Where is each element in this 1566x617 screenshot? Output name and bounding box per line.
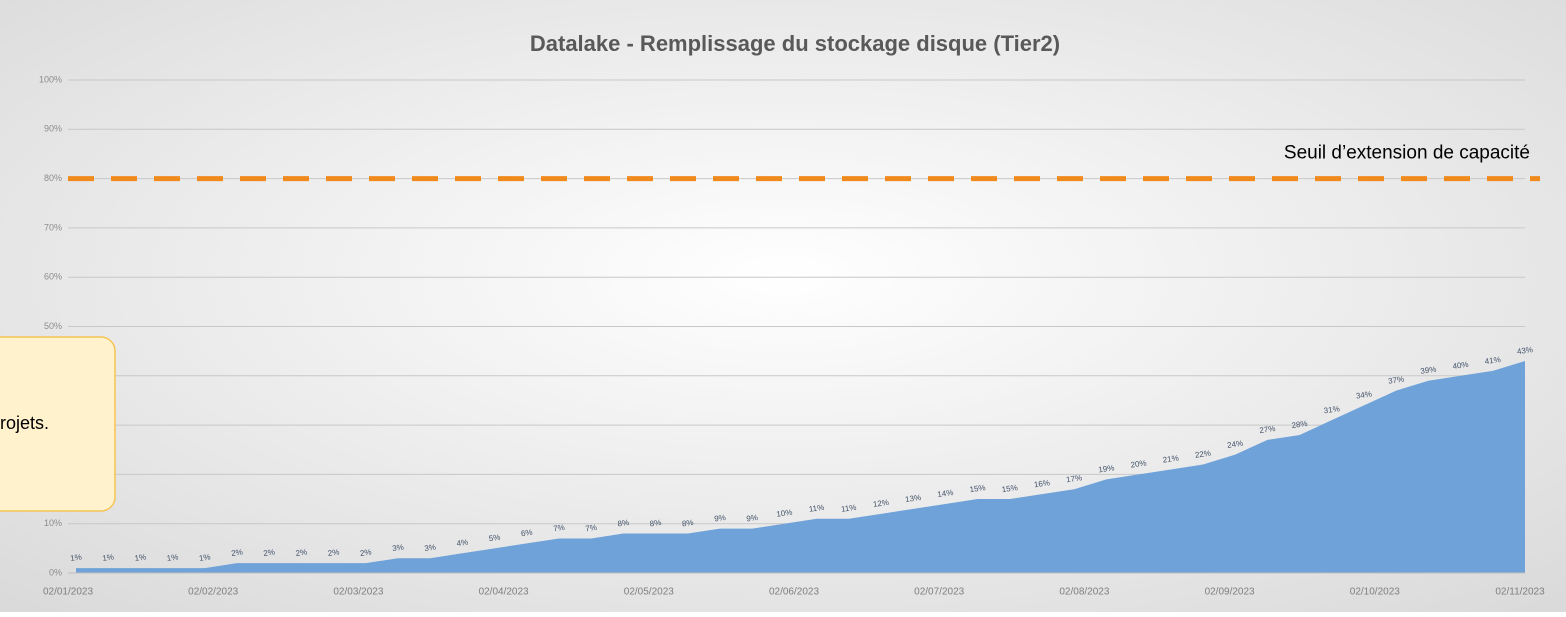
- data-label: 9%: [746, 513, 759, 524]
- data-label: 2%: [263, 547, 276, 558]
- data-label: 9%: [714, 513, 727, 524]
- data-label: 10%: [776, 508, 793, 519]
- data-label: 8%: [681, 518, 694, 529]
- data-label: 6%: [520, 528, 533, 539]
- y-tick-label: 70%: [44, 222, 62, 232]
- x-tick-label: 02/03/2023: [333, 587, 383, 598]
- data-label: 21%: [1162, 454, 1179, 465]
- data-label: 17%: [1066, 473, 1083, 484]
- data-label: 1%: [102, 552, 115, 563]
- data-label: 8%: [617, 518, 630, 529]
- data-label: 14%: [937, 488, 954, 499]
- y-tick-label: 100%: [39, 74, 62, 84]
- data-label: 37%: [1388, 375, 1405, 386]
- data-label: 24%: [1227, 439, 1244, 450]
- y-tick-label: 80%: [44, 173, 62, 183]
- x-tick-label: 02/11/2023: [1495, 587, 1545, 598]
- data-label: 2%: [327, 547, 340, 558]
- x-tick-label: 02/08/2023: [1059, 587, 1109, 598]
- data-label: 3%: [424, 543, 437, 554]
- x-tick-label: 02/02/2023: [188, 587, 238, 598]
- data-label: 7%: [553, 523, 566, 534]
- data-label: 2%: [295, 547, 308, 558]
- y-tick-label: 60%: [44, 272, 62, 282]
- data-label: 7%: [585, 523, 598, 534]
- data-label: 31%: [1323, 404, 1340, 415]
- data-label: 2%: [359, 547, 372, 558]
- data-label: 28%: [1291, 419, 1308, 430]
- data-label: 27%: [1259, 424, 1276, 435]
- data-label: 40%: [1452, 360, 1469, 371]
- data-label: 22%: [1194, 449, 1211, 460]
- data-label: 1%: [70, 552, 83, 563]
- data-label: 11%: [840, 503, 857, 514]
- data-label: 4%: [456, 538, 469, 549]
- data-label: 15%: [969, 483, 986, 494]
- data-label: 34%: [1355, 389, 1372, 400]
- y-tick-label: 50%: [44, 321, 62, 331]
- y-tick-label: 0%: [49, 567, 62, 577]
- x-tick-label: 02/09/2023: [1205, 587, 1255, 598]
- threshold-label: Seuil d’extension de capacité: [1284, 143, 1530, 164]
- data-label: 43%: [1516, 345, 1533, 356]
- data-label: 1%: [198, 552, 211, 563]
- y-tick-label: 10%: [44, 518, 62, 528]
- x-tick-label: 02/06/2023: [769, 587, 819, 598]
- data-label: 2%: [231, 547, 244, 558]
- x-tick-label: 02/04/2023: [479, 587, 529, 598]
- data-label: 11%: [808, 503, 825, 514]
- data-label: 13%: [905, 493, 922, 504]
- data-label: 5%: [488, 533, 501, 544]
- callout-text: rojets.: [0, 413, 49, 433]
- x-tick-label: 02/07/2023: [914, 587, 964, 598]
- x-tick-label: 02/10/2023: [1350, 587, 1400, 598]
- data-label: 1%: [166, 552, 179, 563]
- x-tick-label: 02/01/2023: [43, 587, 93, 598]
- data-label: 1%: [134, 552, 147, 563]
- callout-box: [0, 336, 116, 512]
- y-tick-label: 90%: [44, 124, 62, 134]
- chart-title: Datalake - Remplissage du stockage disqu…: [530, 31, 1060, 56]
- data-label: 39%: [1420, 365, 1437, 376]
- data-label: 15%: [1001, 483, 1018, 494]
- data-label: 8%: [649, 518, 662, 529]
- data-label: 41%: [1484, 355, 1501, 366]
- data-label: 19%: [1098, 463, 1115, 474]
- data-label: 16%: [1033, 478, 1050, 489]
- area: [76, 361, 1525, 573]
- data-label: 12%: [872, 498, 889, 509]
- data-label: 3%: [392, 543, 405, 554]
- data-label: 20%: [1130, 458, 1147, 469]
- x-tick-label: 02/05/2023: [624, 587, 674, 598]
